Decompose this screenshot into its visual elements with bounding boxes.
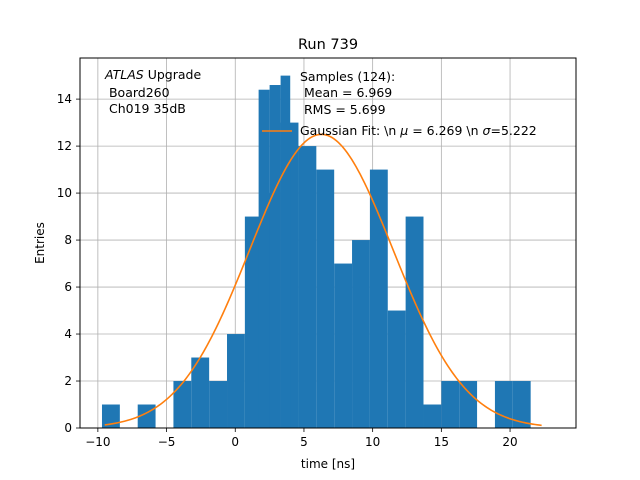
atlas-annotation: ATLAS Upgrade Board260 Ch019 35dB	[104, 67, 201, 116]
overlay-bar	[280, 75, 291, 428]
legend-mu-symbol: μ	[399, 123, 408, 138]
y-axis-ticks: 0 2 4 6 8 10 12 14	[57, 92, 80, 435]
atlas-upgrade: Upgrade	[144, 67, 202, 82]
gaussian-fit-curve	[104, 133, 542, 427]
histogram-bar	[369, 169, 388, 429]
y-axis-label: Entries	[33, 222, 47, 264]
histogram-bar	[334, 263, 353, 428]
histogram-overlay-bars	[258, 75, 291, 429]
histogram-bar	[298, 146, 317, 428]
x-tick-label: 0	[231, 435, 239, 449]
overlay-bar	[258, 89, 270, 428]
histogram-bar	[405, 216, 424, 428]
channel-label: Ch019 35dB	[105, 101, 186, 116]
atlas-label: ATLAS Upgrade	[104, 67, 201, 82]
x-tick-label: 15	[434, 435, 449, 449]
x-axis-ticks: −10 −5 0 5 10 15 20	[85, 428, 518, 449]
overlay-bar	[269, 85, 281, 429]
legend: Samples (124): Mean = 6.969 RMS = 5.699 …	[262, 69, 537, 138]
x-axis-label: time [ns]	[301, 457, 355, 471]
gaussian-fit	[104, 133, 542, 427]
y-tick-label: 10	[57, 186, 72, 200]
legend-mu-value: = 6.269 \n	[408, 123, 482, 138]
histogram-bar	[512, 381, 531, 428]
plot-frame	[79, 57, 577, 429]
atlas-experiment: ATLAS	[104, 67, 144, 82]
y-tick-label: 12	[57, 139, 72, 153]
histogram-bar	[316, 169, 335, 429]
histogram-bar	[191, 357, 210, 428]
x-tick-label: 10	[365, 435, 380, 449]
histogram-bar	[352, 240, 370, 428]
legend-fit-prefix: Gaussian Fit: \n	[300, 123, 400, 138]
y-tick-label: 8	[64, 233, 72, 247]
chart-title: Run 739	[298, 37, 358, 53]
x-tick-label: −10	[85, 435, 110, 449]
y-tick-label: 0	[64, 421, 72, 435]
legend-rms: RMS = 5.699	[300, 102, 386, 117]
legend-samples-title: Samples (124):	[300, 69, 395, 84]
y-tick-label: 14	[57, 92, 72, 106]
y-tick-label: 4	[64, 327, 72, 341]
histogram-bar	[244, 216, 263, 428]
legend-fit-label: Gaussian Fit: \n μ = 6.269 \n σ=5.222	[300, 123, 537, 138]
histogram-bar	[441, 381, 460, 428]
histogram-bar	[173, 381, 192, 428]
histogram-bar	[423, 404, 442, 428]
histogram-bar	[227, 334, 245, 428]
board-label: Board260	[105, 85, 170, 100]
y-tick-label: 6	[64, 280, 72, 294]
y-tick-label: 2	[64, 374, 72, 388]
legend-mean: Mean = 6.969	[300, 85, 392, 100]
legend-sigma-value: =5.222	[490, 123, 536, 138]
histogram-bar	[387, 310, 406, 428]
x-tick-label: 20	[502, 435, 517, 449]
x-tick-label: −5	[158, 435, 176, 449]
x-tick-label: 5	[300, 435, 308, 449]
legend-sigma-symbol: σ	[483, 123, 492, 138]
histogram-bar	[209, 381, 228, 428]
histogram-bar	[101, 404, 120, 428]
histogram-bar	[459, 381, 478, 428]
histogram-bar	[494, 381, 513, 428]
